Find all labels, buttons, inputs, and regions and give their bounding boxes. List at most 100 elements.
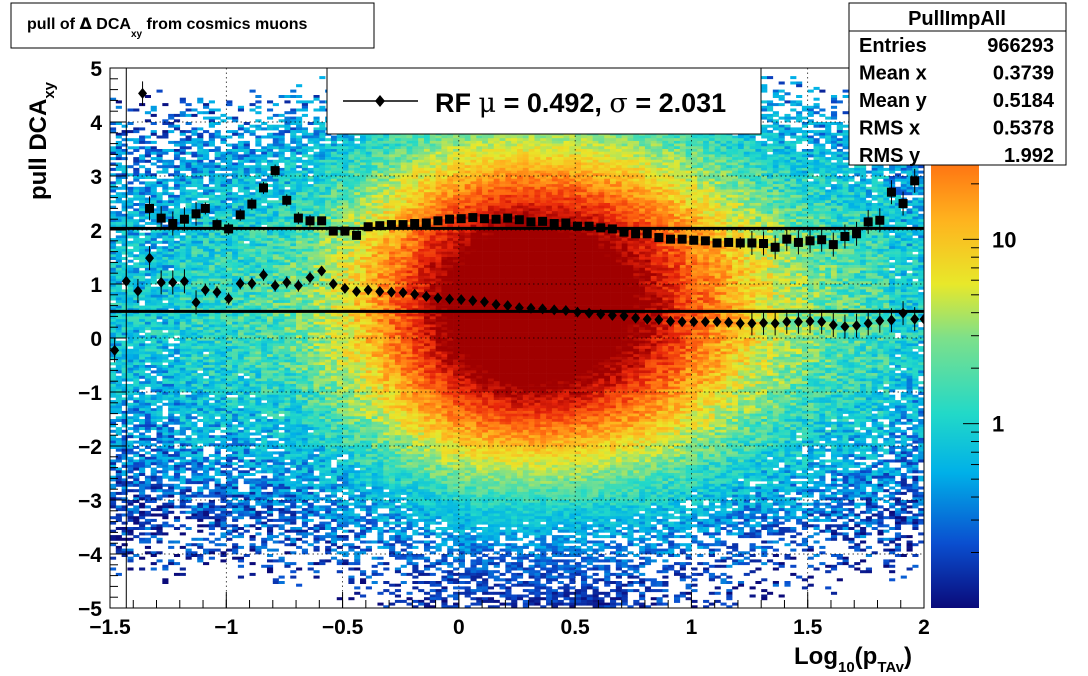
heatmap-cell: [255, 159, 262, 163]
heatmap-cell: [110, 151, 117, 155]
heatmap-cell: [842, 132, 849, 136]
heatmap-cell: [819, 157, 826, 161]
heatmap-cell: [208, 108, 215, 112]
heatmap-cell: [435, 146, 442, 150]
heatmap-cell: [499, 151, 506, 155]
heatmap-cell: [214, 173, 221, 177]
heatmap-cell: [580, 154, 588, 158]
heatmap-cell: [563, 165, 570, 169]
heatmap-cell: [830, 184, 838, 188]
heatmap-cell: [772, 184, 779, 188]
heatmap-cell: [743, 186, 750, 190]
heatmap-cell: [668, 194, 675, 198]
heatmap-cell: [365, 162, 372, 166]
heatmap-cell: [435, 176, 442, 179]
heatmap-cell: [330, 197, 338, 201]
heatmap-cell: [307, 100, 314, 104]
heatmap-cell: [534, 157, 541, 161]
heatmap-cell: [656, 135, 663, 139]
heatmap-cell: [703, 138, 710, 142]
heatmap-cell: [226, 167, 233, 171]
heatmap-cell: [767, 119, 774, 123]
heatmap-cell: [627, 162, 634, 166]
heatmap-cell: [627, 194, 634, 198]
heatmap-cell: [714, 159, 721, 163]
heatmap-cell: [307, 154, 314, 158]
heatmap-cell: [569, 135, 576, 139]
heatmap-cell: [400, 162, 407, 166]
heatmap-cell: [697, 192, 704, 196]
heatmap-cell: [830, 186, 838, 190]
heatmap-cell: [301, 165, 308, 169]
heatmap-cell: [464, 176, 471, 179]
heatmap-cell: [703, 178, 710, 182]
heatmap-cell: [790, 162, 797, 166]
heatmap-cell: [743, 192, 750, 196]
heatmap-cell: [476, 178, 483, 182]
heatmap-cell: [563, 176, 570, 179]
heatmap-cell: [720, 143, 727, 147]
heatmap-cell: [173, 167, 181, 171]
heatmap-cell: [412, 138, 419, 142]
heatmap-cell: [197, 162, 204, 166]
heatmap-cell: [144, 111, 151, 115]
heatmap-cell: [854, 170, 861, 174]
heatmap-cell: [801, 157, 809, 161]
heatmap-cell: [179, 200, 186, 204]
heatmap-cell: [429, 167, 436, 171]
heatmap-cell: [615, 173, 622, 177]
heatmap-cell: [266, 200, 274, 204]
heatmap-cell: [342, 140, 349, 144]
heatmap-cell: [726, 159, 733, 163]
heatmap-cell: [232, 173, 239, 177]
heatmap-cell: [418, 176, 425, 179]
heatmap-cell: [482, 173, 489, 177]
heatmap-cell: [470, 138, 477, 142]
heatmap-cell: [796, 189, 803, 193]
heatmap-cell: [243, 154, 250, 158]
heatmap-cell: [749, 197, 756, 201]
heatmap-cell: [255, 127, 262, 131]
heatmap-cell: [679, 143, 686, 147]
heatmap-cell: [627, 186, 634, 190]
heatmap-cell: [749, 135, 756, 139]
heatmap-cell: [179, 149, 186, 152]
heatmap-cell: [330, 146, 338, 150]
heatmap-cell: [412, 162, 419, 166]
heatmap-cell: [214, 186, 221, 190]
heatmap-cell: [441, 197, 448, 201]
heatmap-cell: [848, 176, 855, 179]
heatmap-cell: [377, 200, 384, 204]
heatmap-cell: [627, 146, 634, 150]
heatmap-cell: [499, 192, 506, 196]
heatmap-cell: [522, 197, 529, 201]
heatmap-cell: [208, 149, 215, 152]
heatmap-cell: [470, 162, 477, 166]
heatmap-cell: [860, 197, 867, 201]
heatmap-cell: [139, 197, 146, 201]
heatmap-cell: [517, 184, 524, 188]
heatmap-cell: [627, 173, 634, 177]
heatmap-cell: [906, 192, 913, 196]
heatmap-cell: [807, 113, 814, 117]
heatmap-cell: [296, 100, 303, 104]
heatmap-cell: [110, 189, 117, 193]
heatmap-cell: [319, 167, 326, 171]
heatmap-cell: [441, 135, 448, 139]
heatmap-cell: [790, 140, 797, 144]
heatmap-cell: [819, 162, 826, 166]
heatmap-cell: [493, 157, 500, 161]
heatmap-cell: [784, 165, 791, 169]
heatmap-cell: [633, 200, 640, 204]
heatmap-cell: [633, 165, 640, 169]
heatmap-cell: [441, 154, 448, 158]
heatmap-cell: [900, 192, 907, 196]
heatmap-cell: [668, 149, 675, 152]
heatmap-cell: [156, 151, 163, 155]
heatmap-cell: [505, 197, 512, 201]
heatmap-cell: [761, 108, 768, 112]
heatmap-cell: [336, 184, 343, 188]
heatmap-cell: [214, 146, 221, 150]
heatmap-cell: [197, 140, 204, 144]
heatmap-cell: [761, 173, 768, 177]
